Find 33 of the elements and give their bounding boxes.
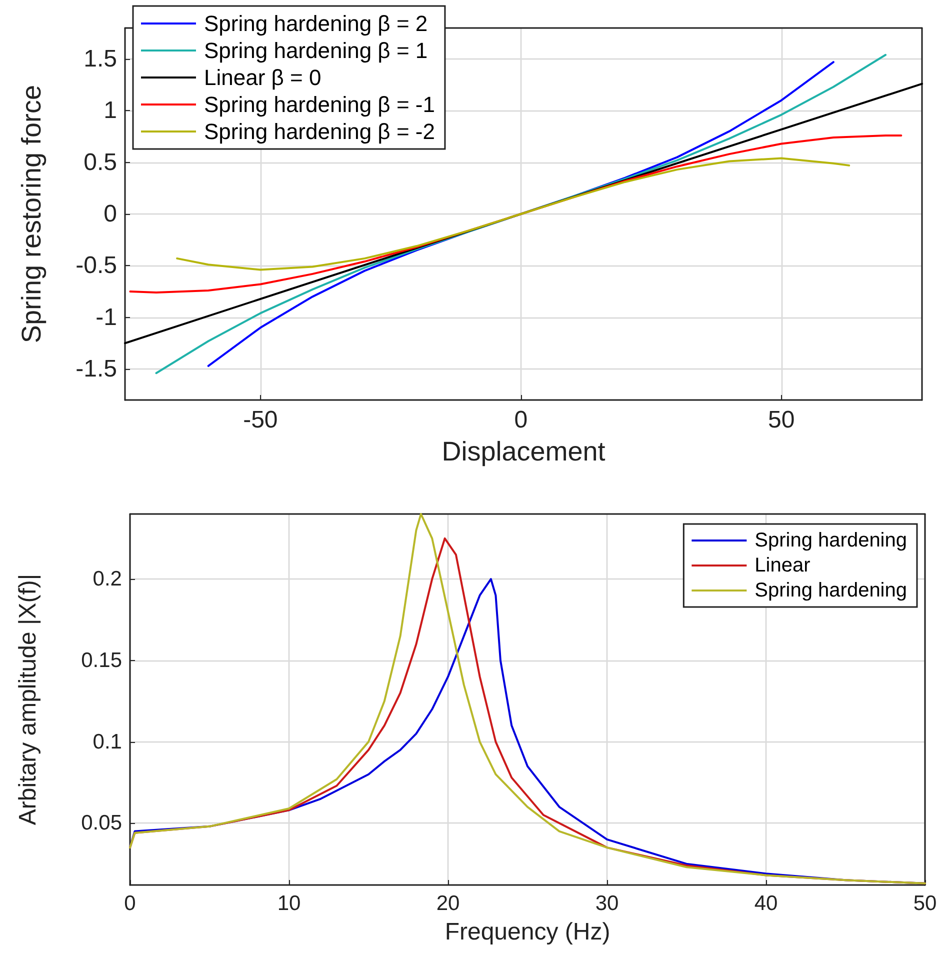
x-tick-label: 50 [768,406,795,434]
x-tick-label: 30 [595,892,619,915]
line-series [176,157,850,271]
y-tick-label: 0.2 [92,568,122,591]
x-axis-title: Frequency (Hz) [444,918,610,946]
y-tick-label: 1.5 [84,46,117,72]
y-tick-label: 0.1 [92,730,122,754]
x-tick-label: -50 [243,406,278,434]
legend-label: Spring hardening β = 2 [204,11,428,36]
legend-label: Linear β = 0 [204,65,322,90]
y-tick-label: 1 [104,97,117,124]
y-tick-label: 0 [104,200,117,228]
y-tick-label: 0.5 [84,148,117,176]
x-tick-label: 20 [436,892,460,915]
y-tick-label: -1 [96,304,117,331]
x-axis-title: Displacement [442,436,606,466]
legend-label: Spring hardening β = -2 [204,119,435,144]
y-axis-title: Arbitary amplitude |X(f)| [14,574,42,826]
x-tick-label: 0 [514,406,528,434]
y-axis-title: Spring restoring force [16,84,46,344]
x-tick-label: 0 [124,892,136,915]
y-tick-label: -0.5 [76,252,117,280]
legend-label: Linear [754,554,811,576]
x-tick-label: 50 [913,892,937,915]
x-tick-label: 10 [277,892,301,915]
legend-label: Spring hardening [754,530,908,552]
legend-label: Spring hardening β = -1 [204,92,435,117]
y-tick-label: -1.5 [76,356,117,382]
y-tick-label: 0.05 [81,812,122,835]
legend-label: Spring hardening β = 1 [204,38,428,63]
legend-label: Spring hardening [754,580,908,602]
y-tick-label: 0.15 [81,648,122,672]
x-tick-label: 40 [754,892,778,915]
